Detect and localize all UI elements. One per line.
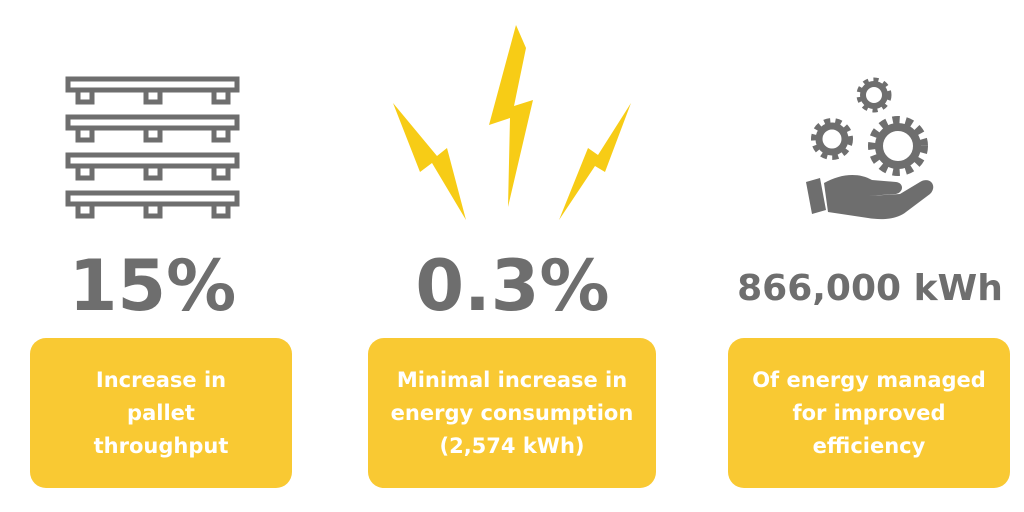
stat-value: 866,000 kWh	[737, 268, 1003, 309]
lightning-icon	[393, 25, 631, 220]
stat-value: 15%	[68, 245, 237, 327]
stat-value: 0.3%	[415, 245, 610, 327]
stat-description: Minimal increase in energy consumption (…	[368, 338, 656, 488]
stat-description: Increase in pallet throughput	[30, 338, 292, 488]
gears-hand-icon	[806, 77, 934, 220]
pallet-icon	[65, 76, 240, 219]
stat-description: Of energy managed for improved efficienc…	[728, 338, 1010, 488]
